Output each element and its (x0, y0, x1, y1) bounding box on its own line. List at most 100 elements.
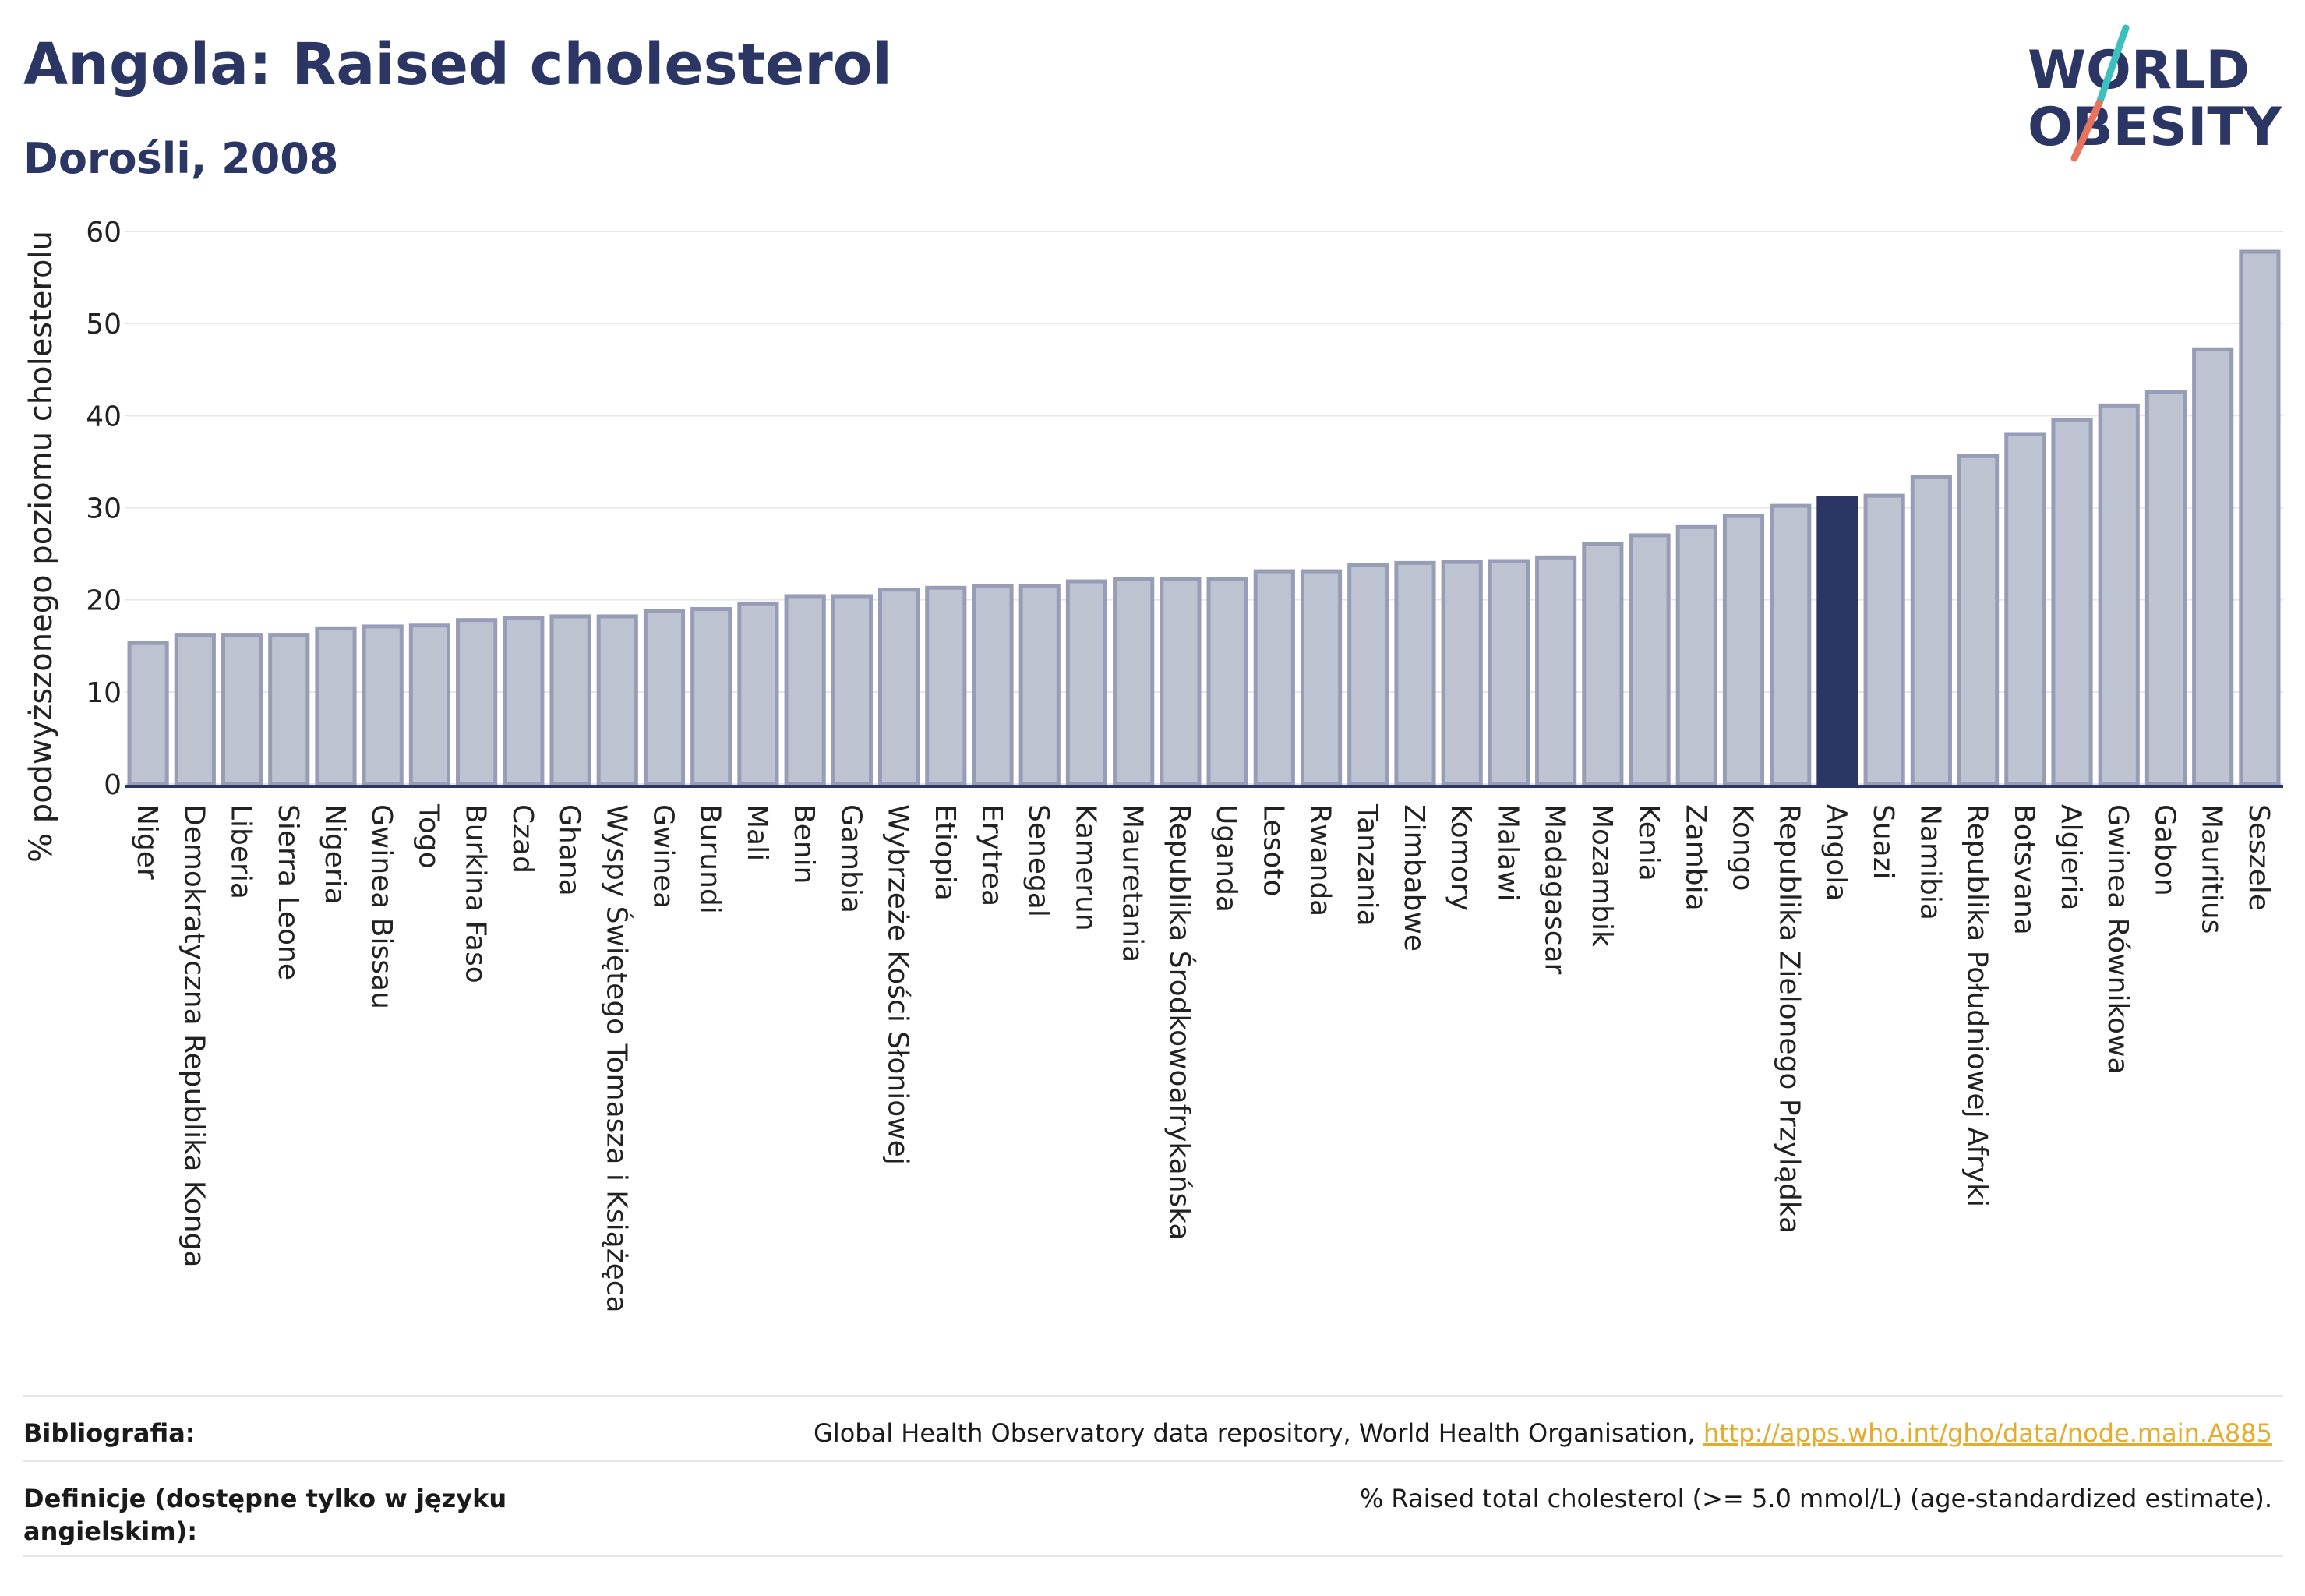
bibliography-value: Global Health Observatory data repositor… (814, 1417, 2283, 1449)
y-tick-label: 30 (86, 493, 122, 525)
bar (1863, 493, 1905, 786)
bar (1018, 584, 1061, 786)
x-category-label: Nigeria (319, 804, 351, 905)
bar (2192, 347, 2234, 786)
x-category-label: Zambia (1679, 804, 1711, 911)
bar (2144, 390, 2187, 786)
bar (221, 633, 263, 786)
x-category-label: Mali (741, 804, 773, 861)
y-axis-title: % podwyższonego poziomu cholesterolu (23, 231, 59, 863)
x-category-label: Madagascar (1539, 804, 1571, 975)
bar (925, 585, 967, 786)
y-tick-label: 40 (86, 401, 122, 433)
bar (878, 588, 920, 786)
definition-row: Definicje (dostępne tylko w języku angie… (23, 1460, 2283, 1557)
chart-subtitle: Dorośli, 2008 (23, 134, 339, 183)
bar (831, 594, 873, 786)
x-category-label: Komory (1445, 804, 1477, 911)
bar (1488, 559, 1530, 786)
x-category-label: Angola (1820, 804, 1852, 901)
x-category-labels: Niger Demokratyczna Republika Konga Liberi… (131, 803, 2275, 1313)
bar (1300, 569, 1343, 786)
world-obesity-logo: WORLD OBESITY (2028, 24, 2282, 162)
x-category-label: Erytrea (976, 804, 1008, 906)
footer: Bibliografia: Global Health Observatory … (23, 1395, 2283, 1557)
bar (408, 623, 451, 786)
y-tick-label: 60 (86, 217, 122, 249)
x-category-label: Benin (788, 804, 820, 884)
bar (1160, 576, 1202, 786)
x-category-label: Kenia (1633, 804, 1664, 881)
x-category-label: Demokratyczna Republika Konga (178, 804, 210, 1267)
x-category-label: Gambia (835, 804, 867, 913)
definition-text: % Raised total cholesterol (>= 5.0 mmol/… (1359, 1484, 2272, 1513)
x-category-label: Suazi (1867, 804, 1899, 880)
bar (1722, 514, 1765, 786)
x-category-label: Etiopia (929, 804, 961, 901)
bar (784, 594, 826, 786)
bar (972, 584, 1014, 786)
x-category-label: Gwinea Równikowa (2102, 804, 2134, 1075)
x-category-label: Gwinea (648, 804, 679, 909)
x-category-label: Seszele (2243, 804, 2275, 911)
x-category-label: Mauritius (2196, 804, 2228, 934)
bar (1113, 576, 1155, 786)
x-category-label: Zimbabwe (1398, 804, 1430, 952)
bibliography-text: Global Health Observatory data repositor… (814, 1418, 1703, 1448)
bar (1441, 560, 1483, 786)
bar (362, 624, 404, 786)
x-category-label: Uganda (1210, 804, 1242, 913)
x-category-label: Togo (412, 803, 444, 869)
x-category-label: Gwinea Bissau (365, 804, 397, 1009)
bar (456, 618, 498, 786)
x-category-label: Kongo (1727, 804, 1759, 892)
bar-chart: 0 10 20 30 40 50 60 Niger Demokratyczna Republi… (23, 217, 2283, 1313)
x-category-label: Sierra Leone (272, 804, 304, 980)
bar (1582, 542, 1624, 786)
bar (737, 601, 779, 786)
x-category-label: Namibia (1914, 804, 1946, 920)
x-category-label: Kamerun (1069, 804, 1101, 931)
bar (1910, 475, 1952, 786)
bar (127, 641, 169, 786)
bar (1770, 503, 1812, 786)
definition-label: Definicje (dostępne tylko w języku angie… (23, 1484, 507, 1546)
x-category-label: Botsvana (2008, 804, 2040, 935)
bar (1957, 454, 2000, 786)
y-tick-label: 0 (104, 769, 122, 801)
bar (1347, 563, 1389, 786)
y-tick-labels: 0 10 20 30 40 50 60 (86, 217, 122, 801)
logo-slash-coral (2070, 99, 2103, 162)
bar (690, 606, 732, 786)
bar-highlight (1816, 496, 1858, 786)
bibliography-link[interactable]: http://apps.who.int/gho/data/node.main.A… (1703, 1418, 2272, 1448)
y-tick-label: 10 (86, 677, 122, 709)
x-category-label: Gabon (2148, 804, 2180, 896)
x-category-label: Ghana (553, 804, 585, 896)
y-tick-label: 50 (86, 309, 122, 341)
bar (1206, 576, 1248, 786)
x-category-label: Senegal (1022, 804, 1054, 917)
bar (643, 609, 686, 786)
bar (2239, 249, 2281, 786)
bar (1065, 579, 1108, 786)
bars (127, 249, 2281, 786)
chart-title: Angola: Raised cholesterol (23, 31, 892, 98)
logo-word-1: WORLD (2028, 40, 2250, 101)
x-category-label: Wyspy Świętego Tomasza i Książęca (600, 804, 633, 1313)
x-category-label: Rwanda (1304, 804, 1336, 916)
logo-word-2: OBESITY (2028, 97, 2282, 158)
bar (596, 614, 638, 786)
x-category-label: Mauretania (1117, 804, 1149, 962)
bar (268, 633, 310, 786)
bar (1535, 555, 1577, 786)
x-category-label: Lesoto (1257, 804, 1289, 897)
bar (1253, 569, 1295, 786)
bar (2004, 432, 2046, 786)
bibliography-label: Bibliografia: (23, 1418, 196, 1448)
x-category-label: Tanzania (1351, 803, 1383, 927)
x-category-label: Czad (507, 804, 538, 874)
x-category-label: Republika Zielonego Przylądka (1774, 804, 1806, 1234)
bar (549, 614, 591, 786)
x-category-label: Burundi (694, 804, 726, 914)
